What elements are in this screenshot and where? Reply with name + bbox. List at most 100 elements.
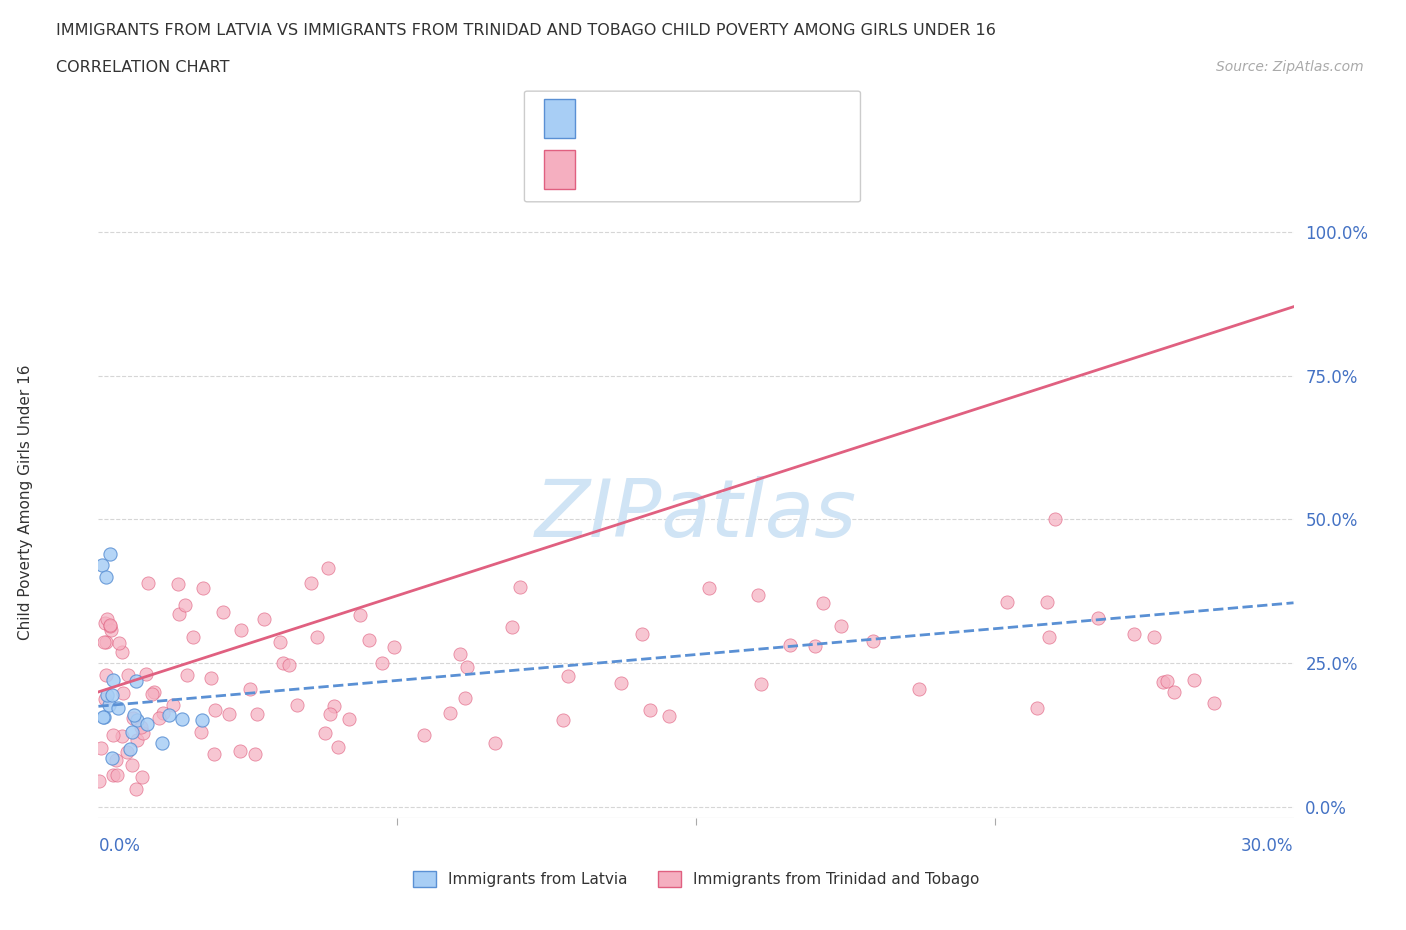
Point <box>779 637 801 652</box>
Point <box>104 752 127 767</box>
Point <box>337 712 360 727</box>
Point <box>101 673 124 688</box>
Point <box>811 596 834 611</box>
Point <box>322 699 344 714</box>
Point <box>862 633 884 648</box>
Point <box>454 690 477 705</box>
Point <box>150 736 173 751</box>
Point <box>749 676 772 691</box>
Point <box>131 769 153 784</box>
Point <box>166 577 188 591</box>
Point <box>136 716 159 731</box>
Point <box>640 702 662 717</box>
Point <box>285 698 308 712</box>
Point <box>125 733 148 748</box>
Point <box>658 709 681 724</box>
Point <box>93 616 115 631</box>
Text: IMMIGRANTS FROM LATVIA VS IMMIGRANTS FROM TRINIDAD AND TOBAGO CHILD POVERTY AMON: IMMIGRANTS FROM LATVIA VS IMMIGRANTS FRO… <box>56 23 995 38</box>
Point <box>129 720 152 735</box>
Point <box>1202 696 1225 711</box>
Point <box>557 669 579 684</box>
Point <box>456 659 478 674</box>
Point <box>1035 594 1057 609</box>
Point <box>167 606 190 621</box>
Point <box>278 658 301 672</box>
Point <box>830 618 852 633</box>
Point <box>439 706 461 721</box>
Point <box>191 712 214 727</box>
Point <box>305 630 328 644</box>
Point <box>125 673 148 688</box>
Point <box>908 682 931 697</box>
Point <box>181 630 204 644</box>
Point <box>1043 512 1066 527</box>
Point <box>117 667 139 682</box>
Point <box>747 587 769 602</box>
Point <box>91 710 114 724</box>
Point <box>231 622 253 637</box>
Point <box>96 612 118 627</box>
Point <box>1156 673 1178 688</box>
Point <box>450 647 472 662</box>
Point <box>108 635 131 650</box>
Point <box>314 725 336 740</box>
Point <box>98 618 121 633</box>
Point <box>176 668 198 683</box>
Point <box>91 558 114 573</box>
Point <box>174 597 197 612</box>
Point <box>202 747 225 762</box>
Point <box>89 774 111 789</box>
Point <box>1163 684 1185 699</box>
Point <box>243 746 266 761</box>
Point <box>105 767 128 782</box>
Point <box>121 724 143 739</box>
Point <box>382 640 405 655</box>
Point <box>101 727 124 742</box>
Point <box>162 698 184 712</box>
Point <box>501 619 523 634</box>
Point <box>94 634 117 649</box>
Point <box>115 745 138 760</box>
Point <box>1123 627 1146 642</box>
Point <box>125 782 148 797</box>
Point <box>319 707 342 722</box>
Text: ZIPatlas: ZIPatlas <box>534 476 858 554</box>
Point <box>413 727 436 742</box>
Point <box>122 708 145 723</box>
Point <box>204 703 226 718</box>
Point <box>132 726 155 741</box>
Point <box>191 581 214 596</box>
Point <box>551 712 574 727</box>
Point <box>111 728 134 743</box>
Point <box>135 666 157 681</box>
Point <box>509 579 531 594</box>
Point <box>328 739 350 754</box>
Point <box>170 712 193 727</box>
Point <box>122 711 145 725</box>
Point <box>141 686 163 701</box>
Point <box>212 604 235 619</box>
Point <box>148 711 170 725</box>
Point <box>101 687 124 702</box>
Point <box>316 561 339 576</box>
Point <box>100 622 122 637</box>
Point <box>111 644 134 659</box>
Point <box>269 634 291 649</box>
Point <box>371 656 394 671</box>
Point <box>484 736 506 751</box>
Point <box>229 743 252 758</box>
Point <box>218 706 240 721</box>
Text: CORRELATION CHART: CORRELATION CHART <box>56 60 229 75</box>
Point <box>101 751 124 765</box>
Point <box>1182 673 1205 688</box>
Text: Source: ZipAtlas.com: Source: ZipAtlas.com <box>1216 60 1364 74</box>
Point <box>253 611 276 626</box>
Point <box>98 618 121 632</box>
Text: 0.0%: 0.0% <box>98 837 141 856</box>
Point <box>1087 610 1109 625</box>
Point <box>120 742 142 757</box>
Point <box>143 684 166 699</box>
Text: R = 0.570   N = 105: R = 0.570 N = 105 <box>589 161 770 179</box>
Point <box>697 580 720 595</box>
Point <box>246 707 269 722</box>
